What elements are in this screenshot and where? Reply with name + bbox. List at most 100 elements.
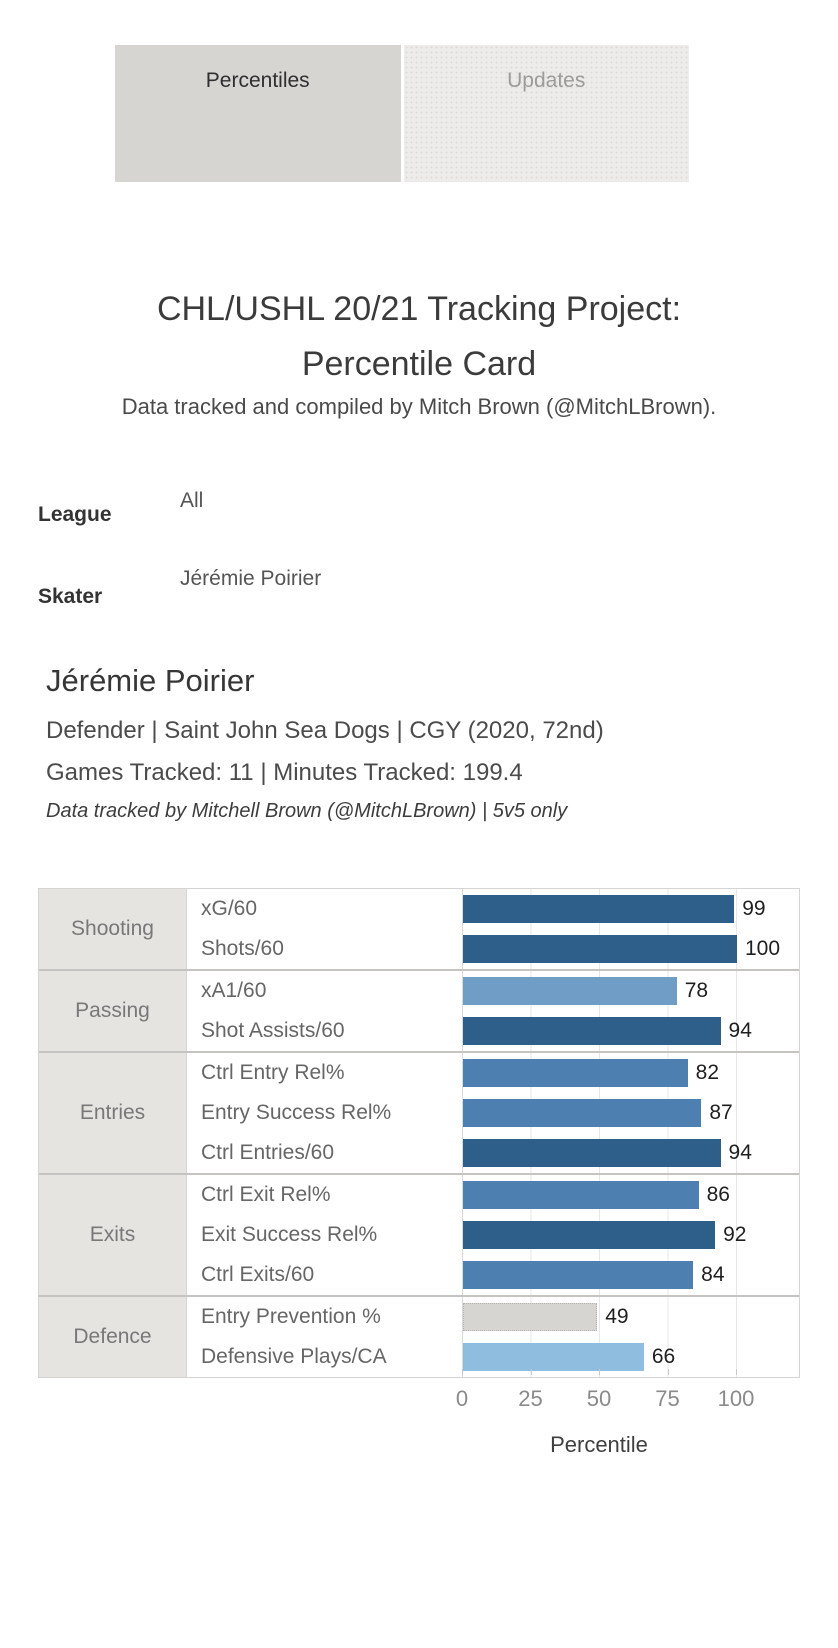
metric-label: Entry Success Rel% bbox=[201, 1101, 392, 1124]
metric-row: Entry Prevention % 49 bbox=[187, 1297, 799, 1337]
percentile-value: 78 bbox=[684, 979, 709, 1002]
percentile-value: 49 bbox=[605, 1305, 629, 1328]
metric-row: Entry Success Rel% 87 bbox=[187, 1093, 799, 1133]
percentile-bar[interactable] bbox=[463, 1181, 699, 1209]
bar-plot-cell: 94 bbox=[462, 1011, 799, 1051]
metric-label: Ctrl Exit Rel% bbox=[201, 1183, 331, 1206]
metric-row: xG/60 99 bbox=[187, 889, 799, 929]
axis-tick-mark bbox=[736, 1369, 737, 1375]
percentile-table: Shooting xG/60 99 Shots/60 100 Passing xA1/60 7… bbox=[38, 888, 800, 1378]
axis-tick-mark bbox=[667, 1369, 669, 1375]
category-label: Defence bbox=[39, 1297, 187, 1377]
bar-plot-cell: 82 bbox=[462, 1053, 799, 1093]
x-axis-title: Percentile bbox=[550, 1432, 648, 1457]
percentile-bar[interactable] bbox=[463, 1099, 702, 1127]
metric-row: Ctrl Entry Rel% 82 bbox=[187, 1053, 799, 1093]
bar-plot-cell: 100 bbox=[462, 929, 799, 969]
page-title-line1: CHL/USHL 20/21 Tracking Project: bbox=[156, 290, 682, 328]
section-rows: Ctrl Entry Rel% 82 Entry Success Rel% 87 Ctr… bbox=[187, 1053, 799, 1173]
metric-row: Ctrl Entries/60 94 bbox=[187, 1133, 799, 1173]
data-source-note: Data tracked by Mitchell Brown (@MitchLB… bbox=[46, 800, 568, 822]
bar-plot-cell: 84 bbox=[462, 1255, 799, 1295]
section-rows: Entry Prevention % 49 Defensive Plays/CA 66 bbox=[187, 1297, 799, 1377]
metric-row: Exit Success Rel% 92 bbox=[187, 1215, 799, 1255]
bar-plot-cell: 94 bbox=[462, 1133, 799, 1173]
axis-tick-label: 0 bbox=[455, 1386, 469, 1411]
metric-label: Ctrl Entries/60 bbox=[201, 1141, 335, 1164]
sheet-tabs: Percentiles Updates bbox=[115, 45, 689, 182]
percentile-bar[interactable] bbox=[463, 895, 735, 923]
percentile-value: 66 bbox=[651, 1345, 676, 1368]
percentile-bar[interactable] bbox=[463, 1303, 598, 1331]
category-label: Passing bbox=[39, 971, 187, 1051]
metric-label: Shots/60 bbox=[201, 937, 284, 960]
metric-row: Defensive Plays/CA 66 bbox=[187, 1337, 799, 1377]
tab-updates-label: Updates bbox=[507, 69, 586, 92]
axis-tick-mark bbox=[530, 1369, 532, 1375]
percentile-bar[interactable] bbox=[463, 977, 677, 1005]
player-name: Jérémie Poirier bbox=[46, 663, 255, 698]
table-section: Defence Entry Prevention % 49 Defensive Pla… bbox=[39, 1295, 799, 1377]
percentile-bar[interactable] bbox=[463, 1261, 694, 1289]
section-rows: Ctrl Exit Rel% 86 Exit Success Rel% 92 Ctrl … bbox=[187, 1175, 799, 1295]
table-section: Passing xA1/60 78 Shot Assists/60 94 bbox=[39, 969, 799, 1051]
tab-updates[interactable]: Updates bbox=[403, 45, 689, 182]
x-axis: Percentile 0 25 50 75 100 bbox=[456, 1368, 800, 1468]
axis-tick-mark bbox=[599, 1369, 600, 1375]
metric-label: Defensive Plays/CA bbox=[201, 1345, 387, 1368]
player-details: Defender | Saint John Sea Dogs | CGY (20… bbox=[46, 717, 604, 744]
percentile-value: 92 bbox=[723, 1223, 747, 1246]
axis-tick-label: 100 bbox=[717, 1386, 755, 1411]
percentile-bar[interactable] bbox=[463, 1139, 721, 1167]
axis-tick-label: 25 bbox=[518, 1386, 543, 1411]
percentile-value: 86 bbox=[706, 1183, 730, 1206]
league-filter-label: League bbox=[38, 503, 112, 526]
metric-label: Shot Assists/60 bbox=[201, 1019, 345, 1042]
percentile-bar[interactable] bbox=[463, 1017, 721, 1045]
section-rows: xA1/60 78 Shot Assists/60 94 bbox=[187, 971, 799, 1051]
axis-tick-label: 75 bbox=[655, 1386, 680, 1411]
player-tracking-stats: Games Tracked: 11 | Minutes Tracked: 199… bbox=[46, 759, 523, 786]
skater-filter-value[interactable]: Jérémie Poirier bbox=[180, 567, 322, 590]
percentile-value: 94 bbox=[728, 1019, 752, 1042]
percentile-value: 100 bbox=[745, 937, 781, 960]
metric-row: Ctrl Exit Rel% 86 bbox=[187, 1175, 799, 1215]
bar-plot-cell: 87 bbox=[462, 1093, 799, 1133]
percentile-value: 99 bbox=[742, 897, 766, 920]
page-title-line2: Percentile Card bbox=[301, 345, 537, 383]
table-section: Exits Ctrl Exit Rel% 86 Exit Success Rel% 92… bbox=[39, 1173, 799, 1295]
category-label: Exits bbox=[39, 1175, 187, 1295]
metric-label: Entry Prevention % bbox=[201, 1305, 381, 1328]
bar-plot-cell: 49 bbox=[462, 1297, 799, 1337]
metric-label: Ctrl Exits/60 bbox=[201, 1263, 315, 1286]
percentile-value: 94 bbox=[728, 1141, 752, 1164]
percentile-value: 84 bbox=[701, 1263, 725, 1286]
bar-plot-cell: 99 bbox=[462, 889, 799, 929]
metric-label: Exit Success Rel% bbox=[201, 1223, 378, 1246]
metric-row: xA1/60 78 bbox=[187, 971, 799, 1011]
metric-label: Ctrl Entry Rel% bbox=[201, 1061, 345, 1084]
table-section: Shooting xG/60 99 Shots/60 100 bbox=[39, 889, 799, 969]
table-section: Entries Ctrl Entry Rel% 82 Entry Success Re… bbox=[39, 1051, 799, 1173]
percentile-value: 87 bbox=[709, 1101, 733, 1124]
bar-plot-cell: 78 bbox=[462, 971, 799, 1011]
bar-plot-cell: 86 bbox=[462, 1175, 799, 1215]
tab-percentiles[interactable]: Percentiles bbox=[115, 45, 401, 182]
percentile-bar[interactable] bbox=[463, 1059, 688, 1087]
percentile-value: 82 bbox=[695, 1061, 720, 1084]
category-label: Shooting bbox=[39, 889, 187, 969]
category-label: Entries bbox=[39, 1053, 187, 1173]
percentile-bar[interactable] bbox=[463, 1343, 644, 1371]
bar-plot-cell: 66 bbox=[462, 1337, 799, 1377]
axis-tick-label: 50 bbox=[586, 1386, 612, 1411]
bar-plot-cell: 92 bbox=[462, 1215, 799, 1255]
tab-percentiles-label: Percentiles bbox=[205, 69, 310, 92]
percentile-bar[interactable] bbox=[463, 935, 737, 963]
metric-row: Ctrl Exits/60 84 bbox=[187, 1255, 799, 1295]
section-rows: xG/60 99 Shots/60 100 bbox=[187, 889, 799, 969]
percentile-bar[interactable] bbox=[463, 1221, 716, 1249]
page-subtitle: Data tracked and compiled by Mitch Brown… bbox=[121, 394, 717, 419]
skater-filter-label: Skater bbox=[38, 585, 103, 608]
league-filter-value[interactable]: All bbox=[180, 489, 204, 512]
metric-row: Shots/60 100 bbox=[187, 929, 799, 969]
